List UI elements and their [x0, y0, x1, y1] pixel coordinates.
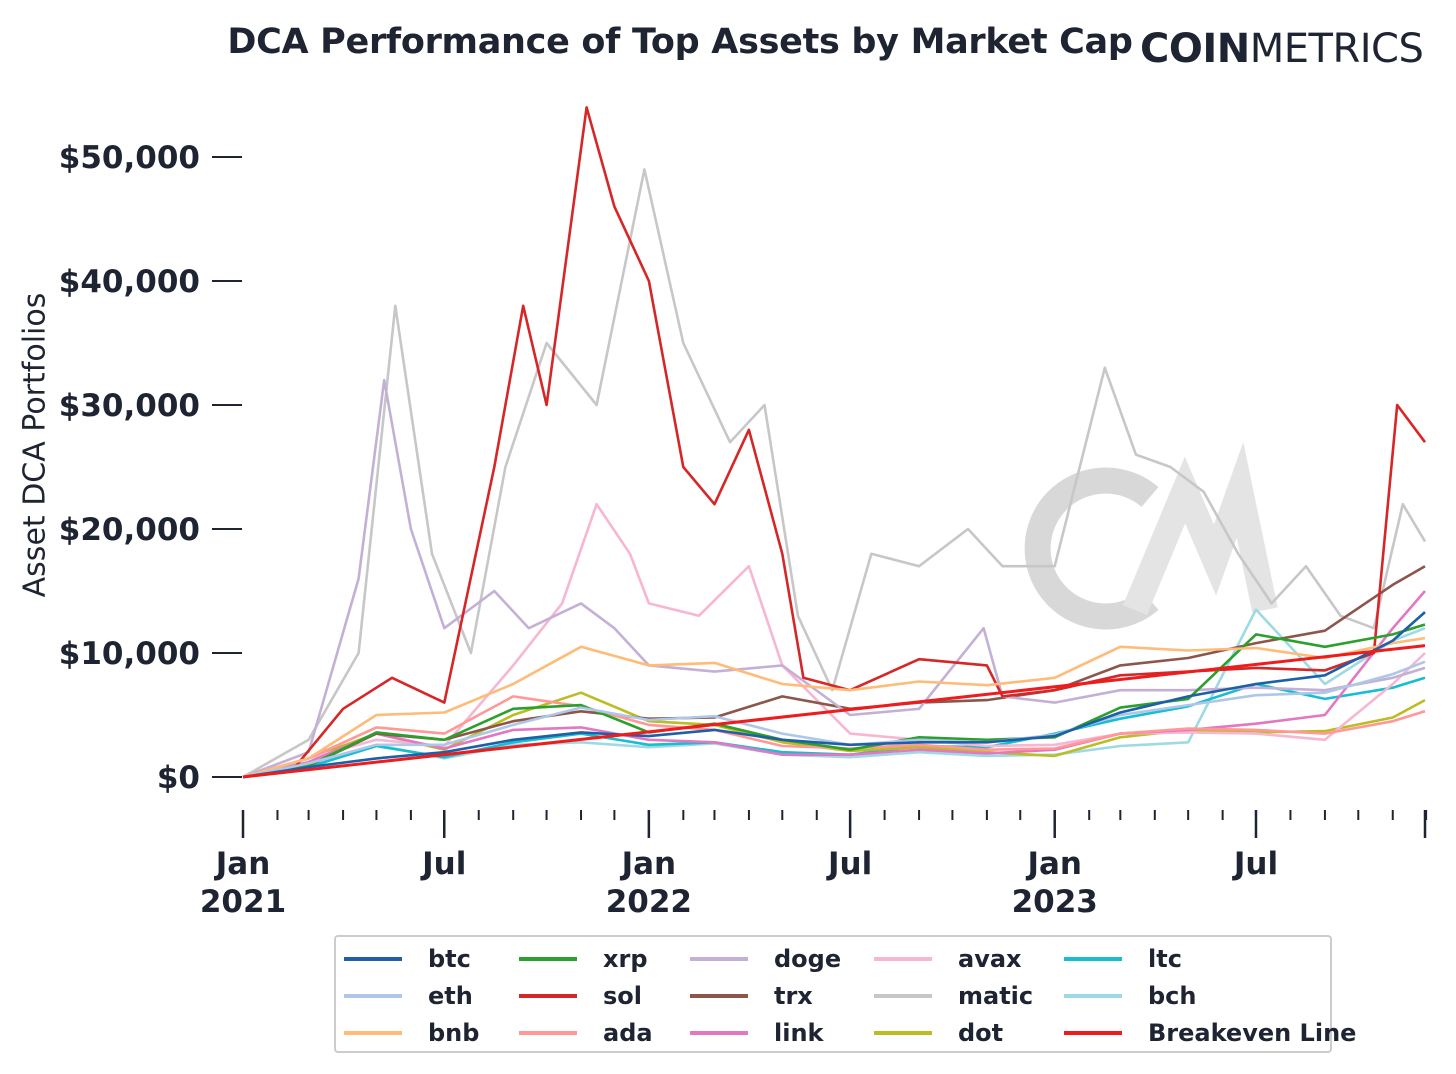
- legend-item-avax: avax: [874, 941, 1022, 977]
- legend-swatch: [519, 994, 577, 998]
- legend-item-link: link: [690, 1015, 824, 1051]
- legend-swatch: [874, 1031, 932, 1035]
- legend-item-trx: trx: [690, 978, 813, 1014]
- x-tick-label: Jan: [620, 846, 677, 882]
- legend-label: eth: [428, 982, 473, 1010]
- series-line-ltc: [242, 676, 1426, 779]
- legend-swatch: [344, 1031, 402, 1035]
- y-axis: $0 $10,000 $20,000 $30,000 $40,000 $50,000: [59, 140, 242, 796]
- legend-item-sol: sol: [519, 978, 642, 1014]
- legend-swatch: [344, 957, 402, 961]
- legend-swatch: [344, 994, 402, 998]
- series-line-sol: [242, 106, 1427, 779]
- legend-label: Breakeven Line: [1148, 1019, 1357, 1047]
- legend-label: sol: [603, 982, 642, 1010]
- chart-title: DCA Performance of Top Assets by Market …: [227, 22, 1133, 62]
- legend-label: doge: [774, 945, 842, 973]
- legend-swatch: [690, 994, 748, 998]
- legend-item-xrp: xrp: [519, 941, 648, 977]
- series-line-xrp: [242, 623, 1426, 779]
- x-tick-label: 2022: [606, 884, 692, 920]
- brand-logo-light: METRICS: [1249, 26, 1424, 72]
- legend-label: link: [774, 1019, 824, 1047]
- legend-label: bnb: [428, 1019, 480, 1047]
- legend-label: xrp: [603, 945, 648, 973]
- x-tick-label: Jul: [1232, 846, 1278, 882]
- legend-label: ada: [603, 1019, 653, 1047]
- legend-item-bnb: bnb: [344, 1015, 479, 1051]
- legend-swatch: [874, 994, 932, 998]
- y-tick-label: $10,000: [59, 636, 200, 672]
- series-line-avax: [242, 502, 1426, 779]
- x-tick-label: Jan: [214, 846, 271, 882]
- legend-item-matic: matic: [874, 978, 1033, 1014]
- legend-swatch: [1064, 957, 1122, 961]
- legend-item-breakeven-line: Breakeven Line: [1064, 1015, 1356, 1051]
- legend-label: avax: [958, 945, 1022, 973]
- series-line-eth: [242, 660, 1426, 779]
- legend-label: btc: [428, 945, 471, 973]
- legend-label: dot: [958, 1019, 1004, 1047]
- legend-swatch: [874, 957, 932, 961]
- legend-item-doge: doge: [690, 941, 841, 977]
- legend-item-ada: ada: [519, 1015, 653, 1051]
- legend-swatch: [690, 1031, 748, 1035]
- x-tick-label: Jul: [420, 846, 466, 882]
- line-chart: $0 $10,000 $20,000 $30,000 $40,000 $50,000 Ja…: [59, 106, 1428, 920]
- x-tick-label: Jan: [1025, 846, 1082, 882]
- y-tick-label: $0: [157, 760, 200, 796]
- y-tick-label: $30,000: [59, 388, 200, 424]
- series-layer: [242, 106, 1427, 779]
- legend-swatch: [1064, 994, 1122, 998]
- legend-swatch: [690, 957, 748, 961]
- legend-swatch: [519, 957, 577, 961]
- legend-swatch: [519, 1031, 577, 1035]
- legend-item-eth: eth: [344, 978, 473, 1014]
- watermark-c-shape: [1024, 467, 1159, 630]
- legend-label: bch: [1148, 982, 1197, 1010]
- legend-item-btc: btc: [344, 941, 471, 977]
- watermark-m-shape: [1123, 442, 1278, 615]
- watermark-logo: [1024, 442, 1278, 630]
- legend-item-dot: dot: [874, 1015, 1003, 1051]
- y-tick-label: $20,000: [59, 512, 200, 548]
- brand-logo-bold: COIN: [1140, 26, 1250, 72]
- legend: btc eth bnb xrp sol ada doge trx link avax matic do…: [334, 935, 1356, 1053]
- y-tick-label: $40,000: [59, 264, 200, 300]
- legend-item-bch: bch: [1064, 978, 1197, 1014]
- legend-label: matic: [958, 982, 1034, 1010]
- series-line-matic: [242, 168, 1427, 779]
- legend-item-ltc: ltc: [1064, 941, 1182, 977]
- brand-logo: COINMETRICS: [1140, 26, 1424, 72]
- y-tick-label: $50,000: [59, 140, 200, 176]
- legend-label: ltc: [1148, 945, 1182, 973]
- x-tick-label: 2021: [200, 884, 286, 920]
- series-line-link: [242, 590, 1426, 779]
- x-tick-label: Jul: [826, 846, 872, 882]
- legend-swatch: [1064, 1031, 1122, 1035]
- series-line-bnb: [242, 636, 1426, 779]
- x-tick-label: 2023: [1012, 884, 1098, 920]
- legend-label: trx: [774, 982, 813, 1010]
- series-line-bch: [242, 608, 1426, 779]
- series-line-btc: [242, 611, 1426, 779]
- series-line-breakeven-line: [242, 644, 1426, 779]
